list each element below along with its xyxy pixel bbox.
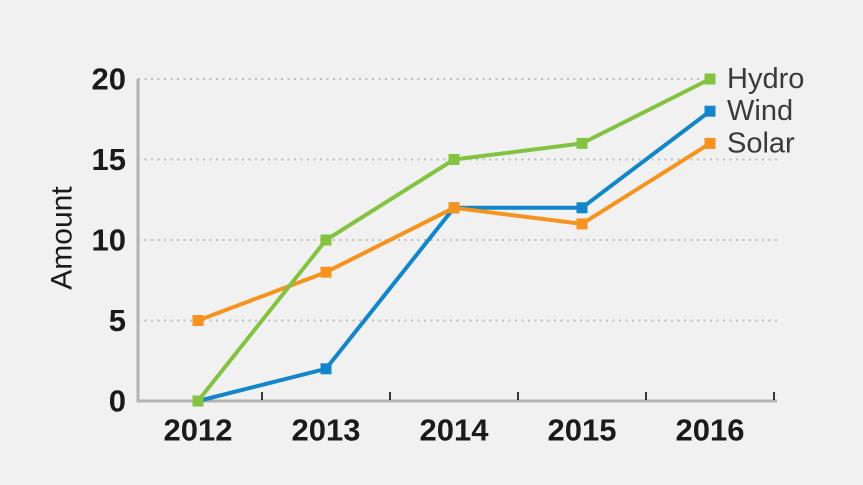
x-tick-label: 2016 xyxy=(676,413,745,448)
x-tick-label: 2013 xyxy=(292,413,361,448)
gridlines-group xyxy=(138,78,777,322)
x-tick-label: 2015 xyxy=(548,413,617,448)
axes-group xyxy=(136,79,777,403)
legend-label-hydro: Hydro xyxy=(727,63,804,95)
y-tick-label: 0 xyxy=(109,384,126,419)
legend-label-wind: Wind xyxy=(727,95,793,127)
x-tick-label: 2014 xyxy=(420,413,490,448)
legend-label-solar: Solar xyxy=(727,127,795,159)
marker-hydro-2014 xyxy=(448,154,460,165)
marker-hydro-2015 xyxy=(576,137,588,149)
labels-group: Amount 0 5 10 15 20 2012 2013 2014 2015 2016 Hydro… xyxy=(46,62,805,448)
y-tick-label: 15 xyxy=(92,142,126,177)
marker-hydro-2016 xyxy=(704,73,716,85)
marker-solar-2013 xyxy=(320,266,332,278)
y-tick-label: 10 xyxy=(92,223,126,258)
marker-solar-2014 xyxy=(448,202,460,214)
marker-hydro-2013 xyxy=(320,234,332,246)
marker-solar-2016 xyxy=(704,137,716,149)
marker-wind-2015 xyxy=(576,202,588,214)
series-group xyxy=(192,73,716,407)
x-tick-label: 2012 xyxy=(164,413,233,448)
marker-wind-2016 xyxy=(704,105,716,117)
marker-solar-2012 xyxy=(192,315,204,326)
y-tick-label: 20 xyxy=(92,62,126,97)
marker-hydro-2012 xyxy=(192,395,204,407)
y-axis-title: Amount xyxy=(46,186,79,290)
y-tick-label: 5 xyxy=(109,303,126,338)
marker-solar-2015 xyxy=(576,218,588,230)
marker-wind-2013 xyxy=(320,363,332,375)
